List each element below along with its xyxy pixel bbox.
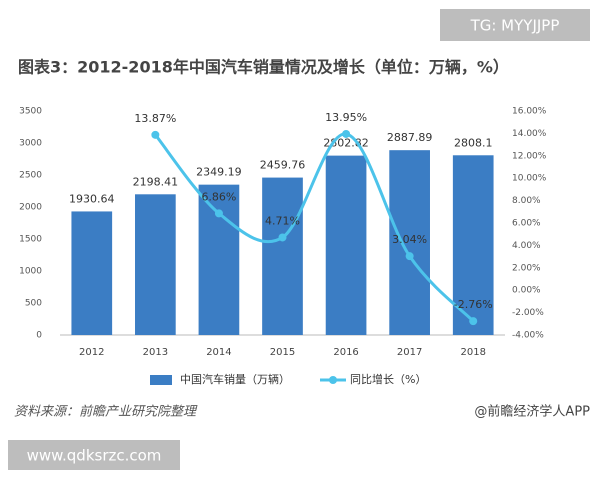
bar [389,150,430,335]
y-tick-label: 1500 [19,235,42,245]
credit: @前瞻经济学人APP [474,404,590,420]
y-tick-label: 3500 [19,107,42,117]
bar [262,177,303,335]
line-point [405,252,414,261]
x-tick-label: 2013 [143,347,168,358]
x-tick-label: 2018 [460,347,485,358]
x-tick-label: 2012 [79,347,104,358]
badge-box [440,9,590,41]
bar-value-label: 2887.89 [387,131,433,144]
y2-tick-label: 16.00% [512,107,547,117]
y-tick-label: 3000 [19,139,42,149]
legend-label: 同比增长（%） [350,372,426,386]
line-value-label: 4.71% [265,214,300,227]
y2-tick-label: 8.00% [512,196,541,206]
line-value-label: 13.87% [134,112,176,125]
y2-tick-label: -4.00% [512,331,544,341]
bar-value-label: 2808.1 [454,136,493,149]
bar-value-label: 2198.41 [133,175,179,188]
x-tick-label: 2017 [397,347,422,358]
bar [135,194,176,335]
line-point [151,130,160,139]
line-value-label: 13.95% [325,111,367,124]
source: 资料来源：前瞻产业研究院整理 [14,404,198,420]
legend-label: 中国汽车销量（万辆） [180,372,290,386]
legend-swatch [329,376,337,384]
y2-tick-label: 6.00% [512,219,541,229]
line-value-label: -2.76% [454,298,493,311]
legend-swatch [150,375,172,385]
x-tick-label: 2014 [206,347,231,358]
line-point [469,317,478,326]
bar [198,184,240,335]
bar-value-label: 2349.19 [196,166,242,179]
y-tick-label: 2000 [19,203,42,213]
badge: www.qdksrzc.com [27,447,162,465]
line-value-label: 3.04% [392,233,427,246]
y2-tick-label: 10.00% [512,174,547,184]
y2-tick-label: 4.00% [512,241,541,251]
line-point [214,209,223,218]
y2-tick-label: 12.00% [512,151,547,161]
y-tick-label: 0 [36,331,42,341]
bar [325,155,367,335]
badge-box [8,440,180,470]
bar [71,211,113,335]
line-point [342,129,351,138]
y2-tick-label: -2.00% [512,308,544,318]
y-tick-label: 1000 [19,267,42,277]
x-tick-label: 2016 [333,347,358,358]
y-tick-label: 2500 [19,171,42,181]
line-point [278,233,287,242]
line-value-label: 6.86% [201,190,236,203]
bar-value-label: 1930.64 [69,192,115,205]
x-tick-label: 2015 [270,347,295,358]
bar-value-label: 2459.76 [260,159,306,172]
chart-title: 图表3：2012-2018年中国汽车销量情况及增长（单位：万辆，%） [18,58,509,77]
y2-tick-label: 0.00% [512,286,541,296]
y-tick-label: 500 [25,299,42,309]
y2-tick-label: 2.00% [512,263,541,273]
y2-tick-label: 14.00% [512,129,547,139]
bar [452,155,494,335]
badge: TG: MYYJJPP [470,17,560,35]
